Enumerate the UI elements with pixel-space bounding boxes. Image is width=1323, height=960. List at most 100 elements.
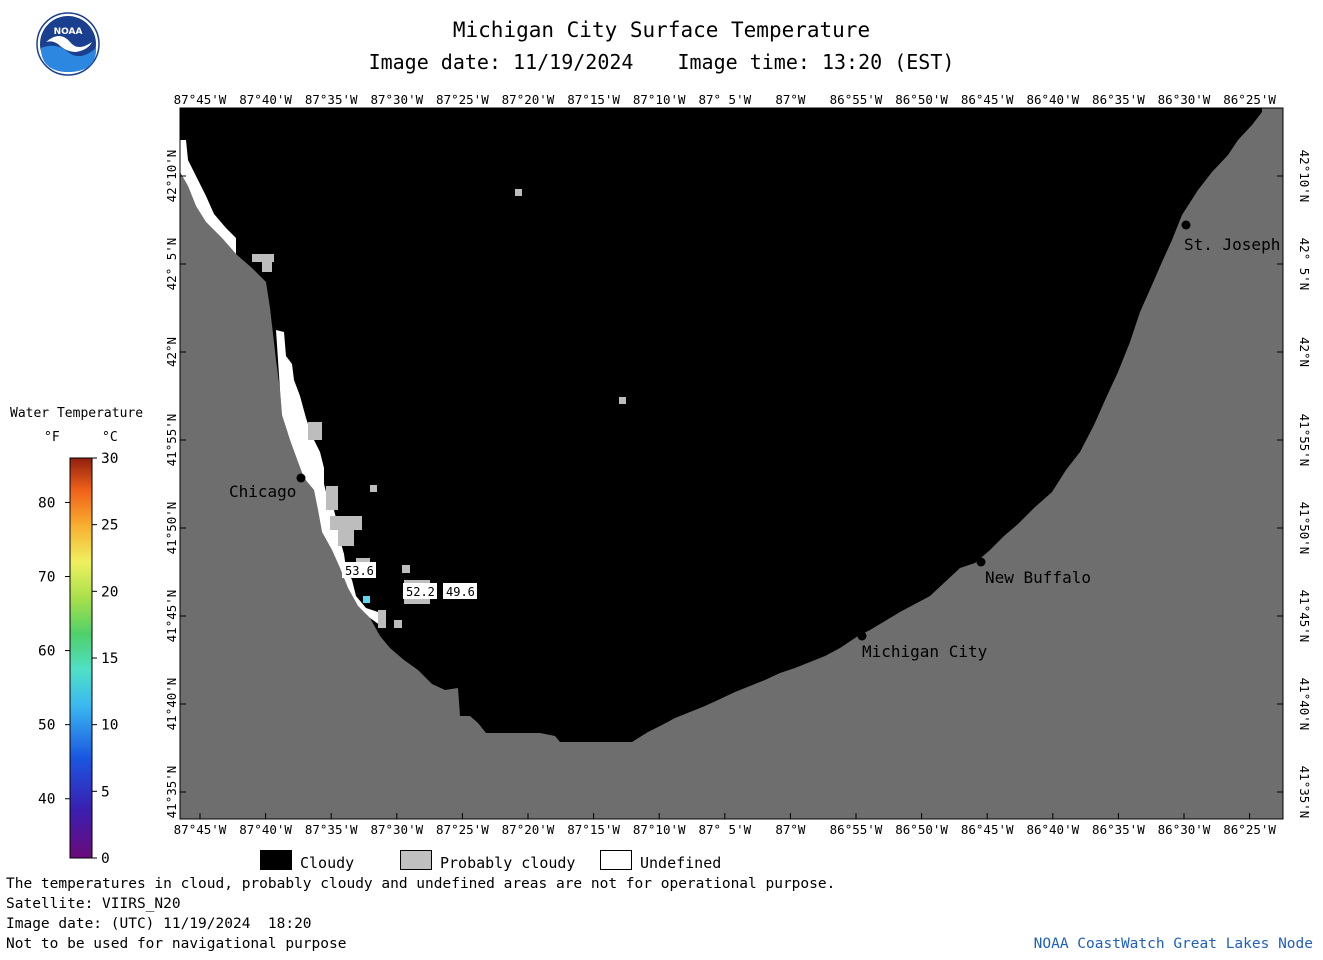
unit-fahrenheit: °F [44,430,60,445]
celsius-tick-label: 0 [101,851,110,867]
city-new-buffalo: New Buffalo [976,557,1091,587]
city-label: Chicago [229,482,296,501]
cloudy-swatch [260,850,292,870]
celsius-tick-label: 5 [101,784,110,800]
lon-label-top: 87°45'W [174,92,227,107]
lon-label-top: 86°30'W [1158,92,1211,107]
lat-label-right: 42°N [1297,337,1312,367]
reading-box [342,562,376,578]
lat-label-right: 41°55'N [1297,414,1312,467]
lon-label-bottom: 86°25'W [1223,822,1276,837]
lon-label-bottom: 87° 5'W [698,822,751,837]
undefined-fringe [180,140,236,254]
reading-value: 49.6 [446,585,475,599]
lon-label-bottom: 86°30'W [1158,822,1211,837]
lon-label-top: 87°20'W [502,92,555,107]
lon-label-top: 86°55'W [830,92,883,107]
lon-label-top: 87°W [775,92,806,107]
image-date: Image date: 11/19/2024 [368,50,634,74]
temperature-reading: 52.2 [403,583,437,599]
celsius-tick-label: 10 [101,718,118,734]
lon-label-top: 86°45'W [961,92,1014,107]
lon-label-bottom: 87°40'W [239,822,292,837]
lat-label-left: 41°40'N [164,678,179,731]
lon-label-bottom: 87°10'W [633,822,686,837]
longitude-ticks: 87°45'W 87°45'W 87°40'W 87°40'W 87°35'W 87°35… [174,92,1277,837]
image-datetime: Image date: 11/19/2024 Image time: 13:20 … [0,50,1323,74]
reading-value: 52.2 [406,585,435,599]
lon-label-bottom: 86°50'W [895,822,948,837]
lon-label-top: 86°25'W [1223,92,1276,107]
lon-label-bottom: 87°15'W [567,822,620,837]
lat-label-left: 41°50'N [164,502,179,555]
utc-date-text: Image date: (UTC) 11/19/2024 18:20 [6,916,312,932]
probably-cloudy-patches [252,189,626,628]
celsius-tick-label: 30 [101,451,118,467]
fahrenheit-tick-label: 50 [38,718,55,734]
reading-box [403,583,437,599]
undefined-swatch [600,850,632,870]
lon-label-top: 86°40'W [1026,92,1079,107]
lon-label-bottom: 87°25'W [436,822,489,837]
lon-label-bottom: 87°20'W [502,822,555,837]
lat-label-right: 41°45'N [1297,590,1312,643]
city-label: New Buffalo [985,568,1091,587]
lon-label-bottom: 86°40'W [1026,822,1079,837]
lon-label-top: 87° 5'W [698,92,751,107]
lat-label-right: 41°50'N [1297,502,1312,555]
undefined-fringe-2 [276,330,384,628]
lon-label-top: 87°15'W [567,92,620,107]
image-time: Image time: 13:20 (EST) [677,50,955,74]
city-michigan-city: Michigan City [857,631,988,661]
latitude-ticks: 42°10'N 42°10'N 42° 5'N 42° 5'N 42°N 42°N 41°5… [164,150,1312,819]
lon-label-bottom: 87°45'W [174,822,227,837]
lon-label-bottom: 87°W [775,822,806,837]
city-label: St. Joseph [1184,235,1280,254]
navigation-warning: Not to be used for navigational purpose [6,936,347,952]
disclaimer-text: The temperatures in cloud, probably clou… [6,876,836,892]
lat-label-left: 41°45'N [164,590,179,643]
celsius-tick-label: 20 [101,584,118,600]
lon-label-top: 87°10'W [633,92,686,107]
lon-label-top: 87°40'W [239,92,292,107]
lon-label-bottom: 86°55'W [830,822,883,837]
city-chicago: Chicago [229,473,306,501]
unit-celsius: °C [102,430,118,445]
lon-label-top: 87°30'W [370,92,423,107]
map-frame [179,107,1284,820]
page-title: Michigan City Surface Temperature [452,18,871,42]
noaa-logo-text: NOAA [54,27,83,37]
legend-label: Cloudy [300,854,355,872]
lat-label-right: 41°40'N [1297,678,1312,731]
credit-text: NOAA CoastWatch Great Lakes Node [1033,936,1313,952]
lon-label-bottom: 87°30'W [370,822,423,837]
temperature-pixel [363,596,370,603]
lon-label-bottom: 87°35'W [305,822,358,837]
lat-label-left: 42°N [164,337,179,367]
city-st-joseph: St. Joseph [1181,220,1280,254]
temperature-reading: 53.6 [342,562,376,578]
lon-label-top: 87°25'W [436,92,489,107]
lat-label-right: 42°10'N [1297,150,1312,203]
lon-label-top: 86°50'W [895,92,948,107]
fahrenheit-tick-label: 70 [38,570,55,586]
fahrenheit-tick-label: 80 [38,495,55,511]
lat-label-left: 42°10'N [164,150,179,203]
lon-label-bottom: 86°45'W [961,822,1014,837]
temperature-reading: 49.6 [443,583,477,599]
city-marker [857,631,867,641]
fahrenheit-tick-label: 60 [38,644,55,660]
legend-label: Probably cloudy [440,854,576,872]
satellite-text: Satellite: VIIRS_N20 [6,896,181,912]
city-label: Michigan City [862,642,988,661]
lat-label-left: 41°55'N [164,414,179,467]
lat-label-left: 41°35'N [164,766,179,819]
temperature-color-bar [69,457,93,859]
legend-title: Water Temperature [10,406,144,421]
celsius-tick-label: 15 [101,651,118,667]
city-marker [1181,220,1191,230]
lat-label-left: 42° 5'N [164,238,179,291]
reading-box [443,583,477,599]
